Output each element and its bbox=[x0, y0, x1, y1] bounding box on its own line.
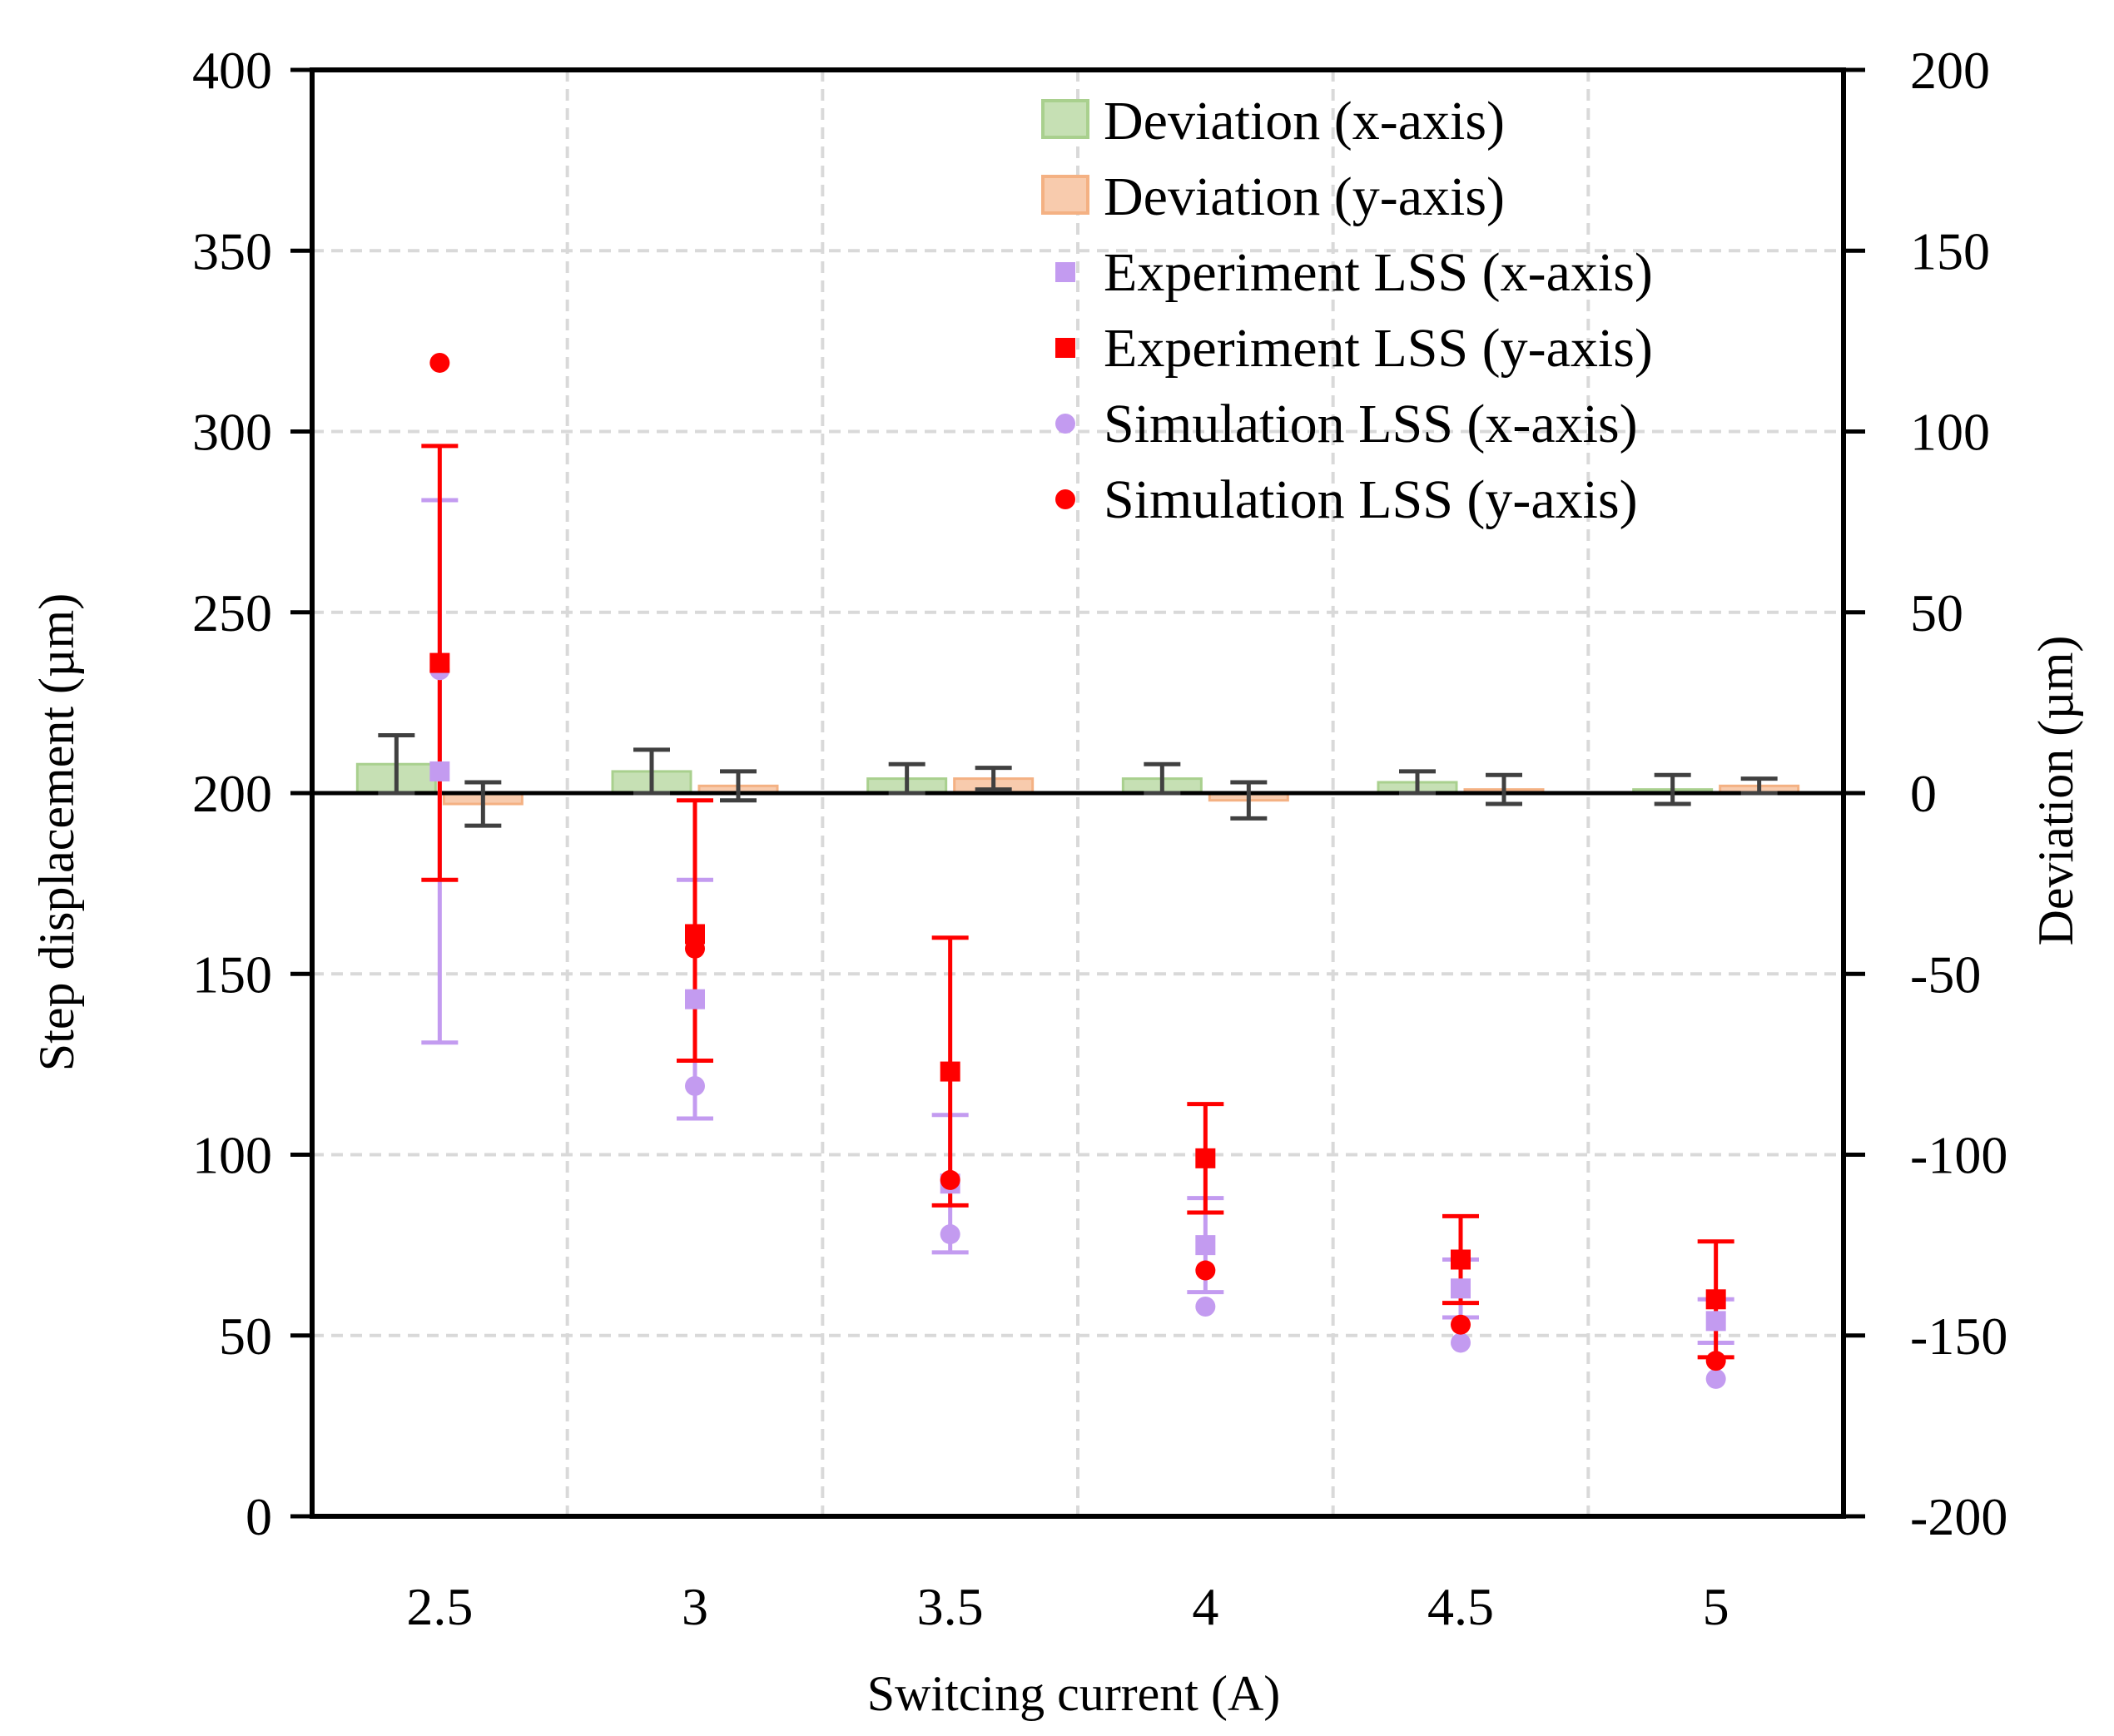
deviation-x-error-bar bbox=[1144, 761, 1181, 796]
left-y-tick-label: 350 bbox=[192, 221, 272, 280]
x-axis-ticks: 2.5 3 3.5 4 4.5 5 bbox=[406, 1577, 1729, 1636]
right-y-tick-label: 150 bbox=[1910, 221, 1990, 280]
legend-label: Experiment LSS (y-axis) bbox=[1104, 318, 1653, 379]
deviation-x-error-bar bbox=[1399, 769, 1436, 796]
right-y-axis-title: Deviation (µm) bbox=[2028, 636, 2083, 946]
legend-label: Simulation LSS (y-axis) bbox=[1104, 469, 1638, 530]
exp-y-point bbox=[940, 1061, 960, 1082]
left-y-tick-label: 100 bbox=[192, 1126, 272, 1185]
left-y-tick-label: 300 bbox=[192, 403, 272, 462]
legend-marker bbox=[1055, 338, 1075, 358]
right-y-tick-label: -100 bbox=[1910, 1126, 2007, 1185]
legend-item: Simulation LSS (x-axis) bbox=[1055, 394, 1638, 454]
sim-y-point bbox=[429, 352, 450, 373]
sim-y-point bbox=[1195, 1260, 1216, 1281]
legend-marker bbox=[1055, 489, 1075, 509]
legend-swatch bbox=[1041, 175, 1089, 215]
right-y-axis-ticks: -200 -150 -100 -50 0 50 100 150 200 bbox=[1844, 41, 2007, 1546]
right-y-tick-label: 100 bbox=[1910, 403, 1990, 462]
exp-y-point bbox=[429, 652, 450, 673]
right-y-tick-label: 200 bbox=[1910, 41, 1990, 100]
legend-item: Experiment LSS (y-axis) bbox=[1055, 318, 1653, 379]
sim-x-point bbox=[685, 1075, 705, 1096]
x-tick-label: 5 bbox=[1703, 1577, 1729, 1636]
sim-x-point bbox=[1195, 1296, 1216, 1317]
right-y-tick-label: 0 bbox=[1910, 764, 1937, 823]
deviation-y-error-bar bbox=[720, 769, 757, 803]
legend-item: Deviation (x-axis) bbox=[1041, 91, 1505, 151]
left-y-tick-label: 400 bbox=[192, 41, 272, 100]
exp-x-point bbox=[1195, 1235, 1216, 1256]
exp-x-point bbox=[685, 989, 705, 1009]
legend-marker bbox=[1055, 262, 1075, 282]
legend-item: Deviation (y-axis) bbox=[1041, 166, 1505, 227]
legend-swatch bbox=[1041, 99, 1089, 139]
left-y-tick-label: 200 bbox=[192, 764, 272, 823]
legend: Deviation (x-axis) Deviation (y-axis) Expe… bbox=[1041, 91, 1653, 530]
exp-y-point bbox=[1195, 1148, 1216, 1168]
x-tick-label: 4 bbox=[1192, 1577, 1218, 1636]
deviation-x-error-bar bbox=[378, 732, 415, 796]
left-y-axis-ticks: 0 50 100 150 200 250 300 350 400 bbox=[192, 41, 312, 1546]
deviation-x-error-bar bbox=[633, 747, 670, 796]
legend-label: Experiment LSS (x-axis) bbox=[1104, 242, 1653, 303]
deviation-y-error-bar bbox=[975, 766, 1012, 792]
legend-item: Simulation LSS (y-axis) bbox=[1055, 469, 1638, 530]
left-y-tick-label: 50 bbox=[219, 1307, 272, 1366]
sim-x-point bbox=[1451, 1332, 1471, 1353]
legend-marker bbox=[1055, 414, 1075, 434]
x-tick-label: 3 bbox=[682, 1577, 708, 1636]
sim-y-point bbox=[1705, 1351, 1726, 1371]
legend-label: Simulation LSS (x-axis) bbox=[1104, 394, 1638, 454]
left-y-tick-label: 150 bbox=[192, 945, 272, 1004]
deviation-x-error-bar bbox=[888, 761, 925, 796]
sim-x-point bbox=[1705, 1368, 1726, 1389]
left-y-tick-label: 0 bbox=[246, 1487, 272, 1546]
x-tick-label: 3.5 bbox=[917, 1577, 984, 1636]
deviation-y-error-bar bbox=[1230, 780, 1268, 821]
x-tick-label: 4.5 bbox=[1427, 1577, 1494, 1636]
legend-label: Deviation (y-axis) bbox=[1104, 166, 1505, 227]
right-y-tick-label: 50 bbox=[1910, 583, 1963, 642]
x-tick-label: 2.5 bbox=[406, 1577, 473, 1636]
deviation-y-error-bar bbox=[1486, 772, 1522, 806]
exp-x-point bbox=[429, 761, 450, 781]
exp-y-point bbox=[1451, 1249, 1471, 1270]
exp-y-point bbox=[1705, 1289, 1726, 1310]
sim-x-point bbox=[940, 1224, 960, 1245]
x-axis-title: Switcing current (A) bbox=[867, 1666, 1281, 1721]
sim-y-point bbox=[1451, 1314, 1471, 1335]
data-markers bbox=[429, 352, 1726, 1389]
deviation-x-error-bar bbox=[1654, 772, 1691, 806]
right-y-tick-label: -150 bbox=[1910, 1307, 2007, 1366]
legend-item: Experiment LSS (x-axis) bbox=[1055, 242, 1653, 303]
exp-x-point bbox=[1451, 1278, 1471, 1299]
sim-y-point bbox=[940, 1169, 960, 1190]
right-y-tick-label: -200 bbox=[1910, 1487, 2007, 1546]
deviation-y-error-bar bbox=[1740, 776, 1778, 796]
right-y-tick-label: -50 bbox=[1910, 945, 1981, 1004]
legend-label: Deviation (x-axis) bbox=[1104, 91, 1505, 151]
deviation-y-error-bar bbox=[464, 780, 502, 828]
left-y-tick-label: 250 bbox=[192, 583, 272, 642]
sim-y-point bbox=[685, 938, 705, 959]
exp-x-point bbox=[1705, 1311, 1726, 1332]
left-y-axis-title: Step displacement (µm) bbox=[29, 593, 84, 1071]
